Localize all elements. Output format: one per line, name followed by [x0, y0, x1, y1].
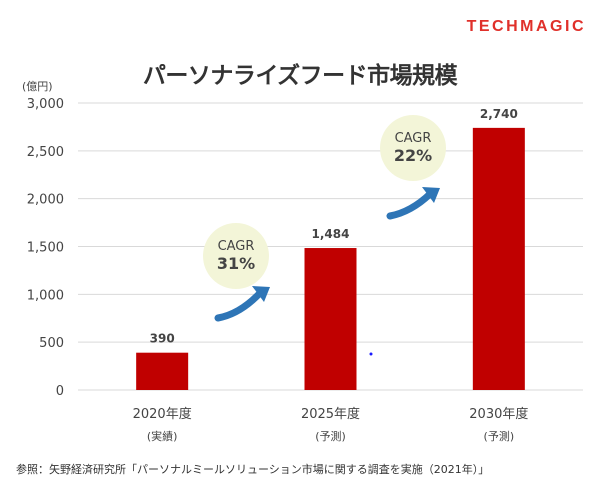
- y-tick-label: 1,000: [27, 288, 64, 303]
- data-label: 390: [150, 332, 175, 346]
- y-tick-label: 3,000: [27, 97, 64, 112]
- y-tick-label: 2,000: [27, 193, 64, 208]
- cagr-bubble: [380, 115, 446, 181]
- data-label: 1,484: [312, 227, 350, 241]
- bar: [472, 127, 525, 390]
- y-tick-label: 500: [39, 336, 64, 351]
- techmagic-logo: TECHMAGIC: [466, 18, 586, 35]
- cagr-label: CAGR: [395, 131, 432, 146]
- stray-dot: [369, 352, 373, 356]
- data-label: 2,740: [480, 107, 518, 121]
- chart-title: パーソナライズフード市場規模: [142, 63, 458, 89]
- arrow-head-icon: [252, 286, 270, 302]
- bar: [136, 352, 189, 390]
- bar: [304, 248, 357, 390]
- x-tick-label: 2025年度: [301, 406, 360, 422]
- arrow-head-icon: [422, 187, 440, 203]
- growth-arrow: [214, 289, 264, 322]
- x-tick-label: 2020年度: [133, 406, 192, 422]
- cagr-label: CAGR: [218, 239, 255, 254]
- cagr-value: 22%: [394, 146, 432, 165]
- x-tick-note: (予測): [484, 429, 515, 443]
- x-tick-note: (実績): [147, 429, 178, 443]
- cagr-value: 31%: [217, 254, 255, 273]
- source-note: 参照：矢野経済研究所「パーソナルミールソリューション市場に関する調査を実施（20…: [16, 463, 490, 476]
- y-tick-label: 1,500: [27, 241, 64, 256]
- growth-arrow: [386, 190, 434, 220]
- y-axis-unit: (億円): [22, 80, 53, 93]
- cagr-bubble: [203, 223, 269, 289]
- y-tick-label: 0: [56, 384, 64, 399]
- x-tick-label: 2030年度: [469, 406, 528, 422]
- y-tick-label: 2,500: [27, 145, 64, 160]
- x-tick-note: (予測): [315, 429, 346, 443]
